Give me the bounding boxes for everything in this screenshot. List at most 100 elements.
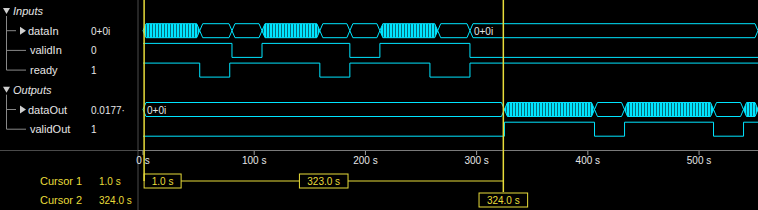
edge bbox=[469, 63, 470, 77]
x-tick-label: 300 s bbox=[464, 155, 488, 166]
x-tick bbox=[254, 151, 255, 155]
labels: 0 s 100 s 200 s 300 s 400 s 500 s Inputs dataIn… bbox=[3, 5, 711, 207]
cursor-name: Cursor 2 bbox=[40, 194, 82, 206]
tree-line bbox=[6, 16, 7, 70]
tree-line bbox=[7, 30, 17, 31]
current-value: 1 bbox=[91, 65, 97, 76]
cursor-delta-label: 323.0 s bbox=[307, 176, 340, 187]
bit-level bbox=[232, 57, 262, 58]
axis-separator bbox=[0, 150, 758, 151]
bit-level bbox=[504, 122, 594, 123]
bus-segment-dense bbox=[744, 103, 758, 117]
bit-level bbox=[143, 136, 504, 137]
edge bbox=[713, 122, 714, 136]
signal-name: validIn bbox=[30, 44, 62, 56]
bit-level bbox=[143, 63, 200, 64]
bit-level bbox=[262, 43, 350, 44]
divider bbox=[138, 0, 139, 210]
bit-level bbox=[200, 77, 230, 78]
bit-level bbox=[350, 63, 430, 64]
edge bbox=[349, 63, 350, 77]
current-value: 0.0177· bbox=[91, 105, 125, 116]
background bbox=[0, 0, 758, 210]
signal-name: dataOut bbox=[28, 104, 67, 116]
bit-level bbox=[595, 136, 625, 137]
cursor-flag-box bbox=[479, 193, 528, 207]
edge bbox=[429, 63, 430, 77]
bit-level bbox=[320, 77, 350, 78]
bit-level bbox=[430, 77, 470, 78]
bus-segment-dense bbox=[262, 24, 320, 38]
bit-level bbox=[714, 136, 744, 137]
cursor-name: Cursor 1 bbox=[40, 175, 82, 187]
bit-level bbox=[380, 43, 470, 44]
edge bbox=[229, 63, 230, 77]
bit-level bbox=[350, 57, 380, 58]
x-tick-label: 100 s bbox=[242, 155, 266, 166]
bus-segment-dense bbox=[143, 24, 200, 38]
cursor-flag: 324.0 s bbox=[487, 195, 520, 206]
edge bbox=[319, 63, 320, 77]
bit-level bbox=[230, 63, 320, 64]
edge bbox=[469, 43, 470, 57]
edge bbox=[199, 63, 200, 77]
bus-segment-dense bbox=[380, 24, 438, 38]
tree-line bbox=[6, 95, 7, 129]
x-tick-label: 400 s bbox=[576, 155, 600, 166]
tree-line bbox=[7, 129, 27, 130]
edge bbox=[504, 122, 505, 136]
plot-area bbox=[143, 24, 758, 137]
bit-level bbox=[143, 43, 232, 44]
bit-level bbox=[625, 122, 714, 123]
edge bbox=[349, 43, 350, 57]
cursor-line bbox=[143, 0, 145, 181]
edge bbox=[231, 43, 232, 57]
group-name: Inputs bbox=[13, 5, 43, 17]
bit-level bbox=[470, 63, 758, 64]
x-tick bbox=[143, 151, 144, 155]
signal-name: validOut bbox=[30, 123, 70, 135]
x-tick-label: 0 s bbox=[136, 155, 149, 166]
edge bbox=[624, 122, 625, 136]
bus-segment bbox=[438, 24, 470, 38]
current-value: 1 bbox=[91, 124, 97, 135]
edge bbox=[379, 43, 380, 57]
bus-segment bbox=[232, 24, 262, 38]
cursor-flag: 1.0 s bbox=[152, 176, 174, 187]
expander bbox=[3, 87, 10, 93]
edge bbox=[743, 122, 744, 136]
x-tick bbox=[476, 151, 477, 155]
bus-segment bbox=[470, 24, 758, 38]
bus-segment-dense bbox=[625, 103, 714, 117]
tree-line bbox=[7, 50, 27, 51]
x-tick-label: 500 s bbox=[687, 155, 711, 166]
x-tick bbox=[587, 151, 588, 155]
x-tick-label: 200 s bbox=[353, 155, 377, 166]
edge bbox=[262, 43, 263, 57]
cursor-value: 324.0 s bbox=[99, 195, 132, 206]
cursor-flag-box bbox=[144, 174, 181, 188]
x-axis-line bbox=[138, 150, 758, 151]
logic-analyzer: 0 s 100 s 200 s 300 s 400 s 500 s Inputs dataIn… bbox=[0, 0, 758, 210]
x-tick bbox=[365, 151, 366, 155]
segment-label: 0+0i bbox=[147, 105, 166, 116]
bus-segment bbox=[143, 103, 504, 117]
current-value: 0+0i bbox=[91, 26, 110, 37]
bus-segment bbox=[595, 103, 625, 117]
expander bbox=[20, 106, 26, 114]
bus-segment bbox=[200, 24, 232, 38]
bus-segment bbox=[350, 24, 380, 38]
current-value: 0 bbox=[91, 45, 97, 56]
expander bbox=[3, 8, 10, 14]
segment-label: 0+0i bbox=[474, 26, 493, 37]
bus-segment-dense bbox=[504, 103, 594, 117]
signal-name: ready bbox=[30, 64, 58, 76]
tree-line bbox=[7, 109, 17, 110]
cursor-value: 1.0 s bbox=[99, 176, 121, 187]
group-name: Outputs bbox=[13, 84, 52, 96]
bus-segment bbox=[714, 103, 744, 117]
signal-name: dataIn bbox=[28, 25, 59, 37]
tree-line bbox=[7, 70, 27, 71]
edge bbox=[594, 122, 595, 136]
bus-segment bbox=[320, 24, 350, 38]
